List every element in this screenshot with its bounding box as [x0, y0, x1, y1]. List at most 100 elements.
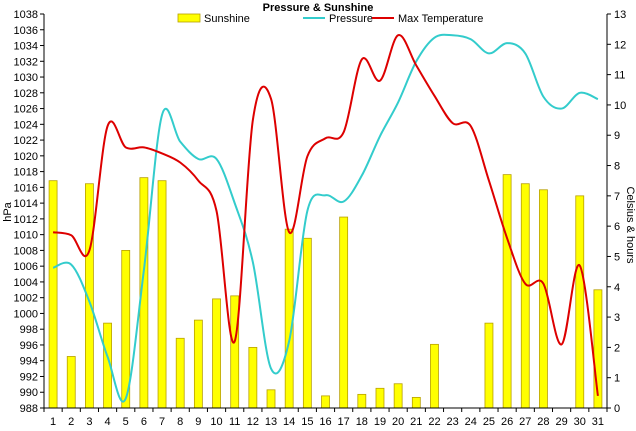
chart-legend: Sunshine Pressure Max Temperature [177, 13, 483, 25]
left-tick-label: 994 [20, 356, 38, 368]
left-tick-label: 992 [20, 371, 38, 383]
x-tick-label: 22 [428, 416, 440, 428]
left-tick-label: 1012 [14, 214, 38, 226]
left-tick-label: 1024 [14, 119, 38, 131]
left-tick-label: 1038 [14, 9, 38, 21]
x-tick-label: 4 [105, 416, 111, 428]
x-tick-label: 3 [86, 416, 92, 428]
x-tick-label: 21 [410, 416, 422, 428]
x-tick-label: 12 [247, 416, 259, 428]
legend-label-pressure: Pressure [329, 13, 373, 25]
left-tick-label: 1002 [14, 293, 38, 305]
sunshine-bars [48, 174, 603, 409]
x-tick-label: 15 [301, 416, 313, 428]
chart-title: Pressure & Sunshine [263, 2, 374, 14]
right-tick-label: 13 [614, 9, 626, 21]
right-tick-label: 9 [614, 130, 620, 142]
legend-label-max-temperature: Max Temperature [398, 13, 483, 25]
left-tick-label: 1036 [14, 25, 38, 37]
x-tick-label: 28 [537, 416, 549, 428]
x-tick-label: 13 [265, 416, 277, 428]
right-tick-label: 11 [614, 70, 625, 82]
x-tick-label: 31 [592, 416, 604, 428]
sunshine-bar [502, 174, 512, 409]
x-tick-label: 27 [519, 416, 531, 428]
x-tick-label: 8 [177, 416, 183, 428]
sunshine-bar [339, 216, 349, 409]
right-tick-label: 0 [614, 403, 620, 415]
x-tick-label: 7 [159, 416, 165, 428]
sunshine-bar [266, 389, 276, 409]
x-tick-label: 20 [392, 416, 404, 428]
x-tick-label: 24 [465, 416, 477, 428]
sunshine-bar [321, 395, 330, 409]
pressure-line [52, 33, 599, 403]
x-tick-label: 14 [283, 416, 295, 428]
sunshine-bar [520, 183, 530, 409]
right-tick-label: 2 [614, 342, 620, 354]
max-temperature-line [52, 34, 599, 397]
x-tick-label: 5 [123, 416, 129, 428]
sunshine-bar [193, 319, 203, 409]
left-tick-label: 1004 [14, 277, 38, 289]
left-tick-label: 1018 [14, 167, 38, 179]
left-tick-label: 996 [20, 340, 38, 352]
right-tick-label: 6 [614, 221, 620, 233]
sunshine-bar [212, 298, 221, 409]
right-tick-label: 10 [614, 100, 626, 112]
x-tick-label: 30 [574, 416, 586, 428]
right-tick-label: 1 [614, 373, 620, 385]
left-tick-label: 1010 [14, 230, 38, 242]
x-tick-label: 6 [141, 416, 147, 428]
chart-axes: 9889909929949969981000100210041006100810… [14, 9, 627, 428]
x-tick-label: 26 [501, 416, 513, 428]
right-tick-label: 5 [614, 251, 620, 263]
sunshine-bar [539, 189, 548, 409]
left-tick-label: 1028 [14, 88, 38, 100]
x-tick-label: 18 [356, 416, 368, 428]
sunshine-bar [175, 337, 185, 409]
left-tick-label: 1014 [14, 198, 38, 210]
x-tick-label: 11 [229, 416, 240, 428]
legend-swatch-sunshine [177, 13, 201, 23]
right-tick-label: 4 [614, 282, 620, 294]
right-axis-title: Celsius & hours [624, 186, 636, 264]
x-tick-label: 9 [195, 416, 201, 428]
sunshine-bar [66, 356, 76, 409]
left-tick-label: 998 [20, 324, 38, 336]
sunshine-bar [357, 393, 367, 409]
legend-label-sunshine: Sunshine [204, 13, 250, 25]
x-tick-label: 25 [483, 416, 495, 428]
x-tick-label: 2 [68, 416, 74, 428]
x-tick-label: 17 [338, 416, 350, 428]
sunshine-bar [411, 396, 421, 409]
left-tick-label: 990 [20, 387, 38, 399]
sunshine-bar [575, 195, 585, 409]
x-tick-label: 23 [447, 416, 459, 428]
sunshine-bar [430, 343, 439, 409]
left-tick-label: 1020 [14, 151, 38, 163]
x-tick-label: 29 [555, 416, 567, 428]
left-tick-label: 1034 [14, 41, 38, 53]
right-tick-label: 8 [614, 161, 620, 173]
left-tick-label: 1026 [14, 104, 38, 116]
left-tick-label: 1000 [14, 308, 38, 320]
left-tick-label: 1032 [14, 56, 38, 68]
sunshine-bar [484, 322, 494, 409]
x-tick-label: 19 [374, 416, 386, 428]
x-tick-label: 16 [319, 416, 331, 428]
sunshine-bar [393, 383, 403, 409]
left-tick-label: 1022 [14, 135, 38, 147]
left-tick-label: 1030 [14, 72, 38, 84]
sunshine-bar [302, 237, 312, 409]
right-tick-label: 12 [614, 39, 626, 51]
left-tick-label: 1006 [14, 261, 38, 273]
left-tick-label: 988 [20, 403, 38, 415]
sunshine-bar [375, 387, 385, 409]
sunshine-bar [157, 180, 167, 409]
x-tick-label: 1 [50, 416, 56, 428]
left-axis-title: hPa [2, 201, 14, 221]
right-tick-label: 3 [614, 312, 620, 324]
data-lines [52, 33, 599, 403]
